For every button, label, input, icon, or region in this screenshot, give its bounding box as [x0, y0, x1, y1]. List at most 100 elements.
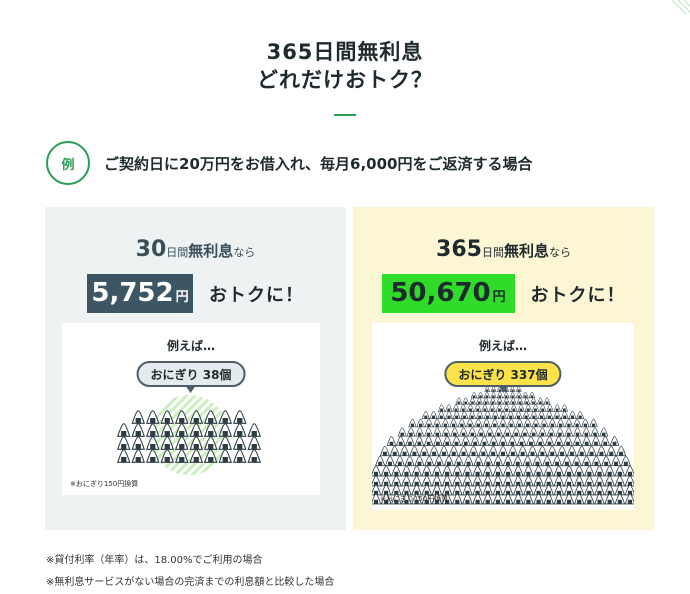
- onigiri-icon: [589, 418, 598, 428]
- onigiri-icon: [509, 386, 516, 392]
- savings-amount-box: 5,752 円: [87, 274, 193, 313]
- onigiri-icon: [432, 427, 442, 437]
- savings-amount-box: 50,670 円: [381, 274, 515, 313]
- onigiri-icon: [485, 427, 495, 437]
- onigiri-icon: [506, 411, 515, 419]
- days-number: 30: [135, 237, 167, 262]
- onigiri-icon: [160, 449, 174, 463]
- onigiri-icon: [560, 404, 569, 412]
- onigiri-icon: [502, 404, 511, 412]
- onigiri-icon: [462, 484, 473, 496]
- days-label: 日間: [166, 246, 189, 259]
- onigiri-icon: [472, 465, 483, 477]
- onigiri-icon: [247, 436, 261, 450]
- onigiri-icon: [401, 465, 412, 477]
- onigiri-icon: [581, 418, 590, 428]
- panel-heading: 365日間無利息なら: [353, 237, 654, 262]
- onigiri-icon: [233, 436, 247, 450]
- onigiri-icon: [488, 445, 499, 457]
- onigiri-icon: [502, 484, 514, 496]
- savings-amount: 5,752: [91, 278, 174, 308]
- onigiri-icon: [599, 427, 609, 437]
- onigiri-icon: [512, 455, 523, 467]
- onigiri-icon: [474, 404, 482, 412]
- onigiri-icon: [553, 465, 565, 477]
- corner-decoration: [671, 0, 690, 15]
- onigiri-icon: [498, 418, 508, 428]
- onigiri-icon: [414, 436, 425, 446]
- onigiri-icon: [543, 397, 551, 405]
- onigiri-icon: [451, 493, 463, 505]
- onigiri-icon: [429, 445, 440, 457]
- days-number: 365: [436, 237, 482, 262]
- onigiri-icon: [380, 465, 392, 477]
- title-line-1: 365日間無利息: [266, 40, 424, 64]
- conversion-note: ※おにぎり150円換算: [70, 480, 139, 488]
- onigiri-icon: [465, 418, 475, 428]
- onigiri-icon: [542, 455, 553, 467]
- onigiri-icon: [218, 449, 232, 463]
- onigiri-icon: [443, 455, 455, 467]
- savings-suffix: おトクに！: [530, 284, 626, 306]
- onigiri-icon: [455, 397, 463, 405]
- onigiri-icon: [469, 397, 476, 405]
- onigiri-icon: [481, 404, 489, 412]
- striped-circle-decoration: [149, 395, 229, 475]
- onigiri-icon: [563, 436, 573, 446]
- onigiri-icon: [492, 493, 504, 505]
- onigiri-icon: [490, 386, 497, 392]
- savings-row: 5,752 円 おトクに！: [45, 274, 346, 313]
- onigiri-icon: [390, 475, 402, 487]
- onigiri-icon: [389, 445, 400, 457]
- onigiri-icon: [544, 436, 555, 446]
- onigiri-icon: [419, 445, 430, 457]
- footnotes: ※貸付利率（年率）は、18.00%でご利用の場合 ※無利息サービスがない場合の完…: [46, 550, 334, 594]
- onigiri-icon: [528, 391, 536, 399]
- onigiri-icon: [488, 404, 496, 412]
- onigiri-icon: [596, 445, 607, 457]
- onigiri-icon: [616, 445, 627, 457]
- onigiri-icon: [604, 493, 616, 505]
- onigiri-icon: [204, 449, 218, 463]
- onigiri-icon: [620, 455, 631, 467]
- onigiri-icon: [572, 436, 583, 446]
- onigiri-icon: [448, 445, 459, 457]
- onigiri-icon: [479, 436, 490, 446]
- onigiri-icon: [572, 418, 582, 428]
- onigiri-icon: [509, 391, 516, 399]
- onigiri-icon: [482, 475, 494, 487]
- onigiri-icon: [463, 455, 474, 467]
- onigiri-icon: [564, 418, 574, 428]
- onigiri-icon: [514, 411, 523, 419]
- onigiri-icon: [523, 484, 534, 496]
- onigiri-icon: [470, 436, 480, 446]
- onigiri-icon: [539, 418, 549, 428]
- onigiri-icon: [424, 455, 435, 467]
- onigiri-icon: [532, 455, 543, 467]
- onigiri-icon: [483, 411, 492, 419]
- onigiri-icon: [372, 465, 382, 477]
- onigiri-icon: [452, 411, 461, 419]
- onigiri-icon: [498, 436, 508, 446]
- onigiri-icon: [502, 455, 513, 467]
- onigiri-icon: [461, 436, 471, 446]
- onigiri-icon: [379, 445, 390, 457]
- onigiri-icon: [415, 427, 425, 437]
- title-line-2: どれだけおトク？: [257, 68, 433, 92]
- onigiri-icon: [523, 418, 532, 428]
- onigiri-icon: [492, 484, 504, 496]
- onigiri-icon: [614, 465, 626, 477]
- onigiri-icon: [515, 418, 524, 428]
- onigiri-icon: [584, 465, 595, 477]
- onigiri-icon: [561, 455, 572, 467]
- onigiri-icon: [556, 418, 565, 428]
- onigiri-icon: [510, 404, 518, 412]
- onigiri-icon: [584, 475, 595, 487]
- onigiri-icon: [452, 404, 460, 412]
- onigiri-icon: [482, 418, 491, 428]
- onigiri-icon: [175, 449, 189, 463]
- footnote-comparison: ※無利息サービスがない場合の完済までの利息額と比較した場合: [46, 577, 335, 588]
- onigiri-icon: [543, 493, 555, 505]
- footnote-rate: ※貸付利率（年率）は、18.00%でご利用の場合: [46, 555, 263, 566]
- onigiri-icon: [490, 418, 499, 428]
